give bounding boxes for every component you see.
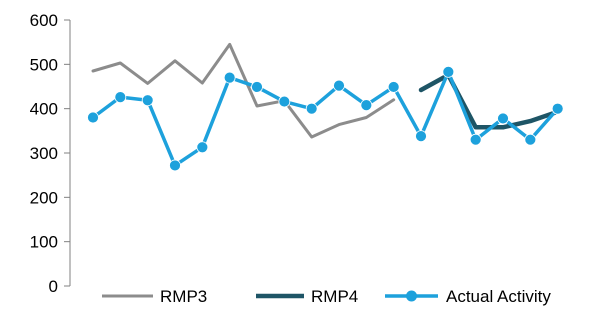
data-point <box>251 81 263 93</box>
legend-label: RMP4 <box>311 287 358 306</box>
data-point <box>223 71 236 84</box>
y-tick-label: 0 <box>49 277 58 296</box>
data-point <box>524 133 537 146</box>
y-tick-label: 100 <box>30 233 58 252</box>
data-point <box>387 81 400 93</box>
data-point <box>551 102 564 115</box>
y-tick-label: 200 <box>30 188 58 207</box>
legend-label: RMP3 <box>160 287 207 306</box>
series-line <box>418 72 560 130</box>
series-actual-activity <box>87 65 564 172</box>
series-line <box>91 42 396 139</box>
data-point <box>278 95 291 108</box>
data-point <box>114 91 127 104</box>
y-tick-label: 500 <box>30 55 58 74</box>
data-point <box>196 141 209 154</box>
data-point <box>333 79 345 92</box>
data-point <box>141 94 154 107</box>
series-rmp4 <box>418 72 560 130</box>
data-point <box>415 130 427 143</box>
data-point <box>497 112 509 125</box>
legend-marker <box>406 290 417 302</box>
legend-item: RMP3 <box>102 287 207 306</box>
legend-label: Actual Activity <box>446 287 551 306</box>
chart-legend: RMP3 RMP4 Actual Activity <box>102 287 551 306</box>
data-point <box>305 102 318 115</box>
chart-axes: 0 100 200 300 400 500 600 <box>30 11 71 296</box>
legend-item: RMP4 <box>256 287 358 306</box>
data-point <box>360 99 373 112</box>
series-line <box>91 70 560 168</box>
data-point <box>469 133 482 146</box>
data-point <box>169 159 181 172</box>
y-tick-label: 300 <box>30 144 58 163</box>
y-tick-label: 400 <box>30 100 58 119</box>
legend-item: Actual Activity <box>385 287 551 306</box>
data-point <box>87 111 99 124</box>
series-rmp3 <box>91 42 396 139</box>
chart-series <box>87 42 564 172</box>
y-tick-label: 600 <box>30 11 58 30</box>
data-point <box>442 65 455 78</box>
